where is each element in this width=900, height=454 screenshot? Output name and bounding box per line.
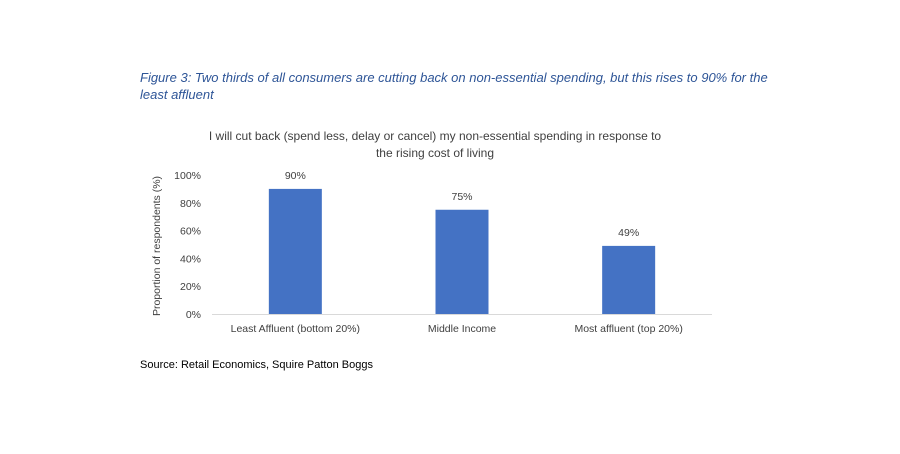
data-label: 49% (618, 227, 639, 239)
y-tick-label: 40% (180, 253, 201, 265)
y-axis-label: Proportion of respondents (%) (151, 176, 163, 316)
chart-title-line-1: I will cut back (spend less, delay or ca… (209, 129, 662, 143)
y-tick-label: 20% (180, 281, 201, 293)
data-label: 75% (451, 191, 472, 203)
y-tick-label: 100% (174, 170, 201, 182)
y-tick-label: 60% (180, 226, 201, 238)
chart-title-line-2: the rising cost of living (376, 146, 494, 160)
x-category-label: Most affluent (top 20%) (574, 323, 682, 335)
source-note: Source: Retail Economics, Squire Patton … (140, 359, 373, 371)
y-tick-label: 80% (180, 198, 201, 210)
figure-caption: Figure 3: Two thirds of all consumers ar… (140, 70, 768, 102)
bar (435, 209, 489, 314)
x-category-label: Least Affluent (bottom 20%) (231, 323, 360, 335)
data-label: 90% (285, 170, 306, 182)
y-tick-label: 0% (186, 309, 201, 321)
plot-area: 0% 20% 40% 60% 80% 100% 90% Least Affluent (bot… (174, 170, 712, 335)
x-category-label: Middle Income (428, 323, 496, 335)
bar (602, 245, 656, 314)
bar (268, 188, 322, 314)
